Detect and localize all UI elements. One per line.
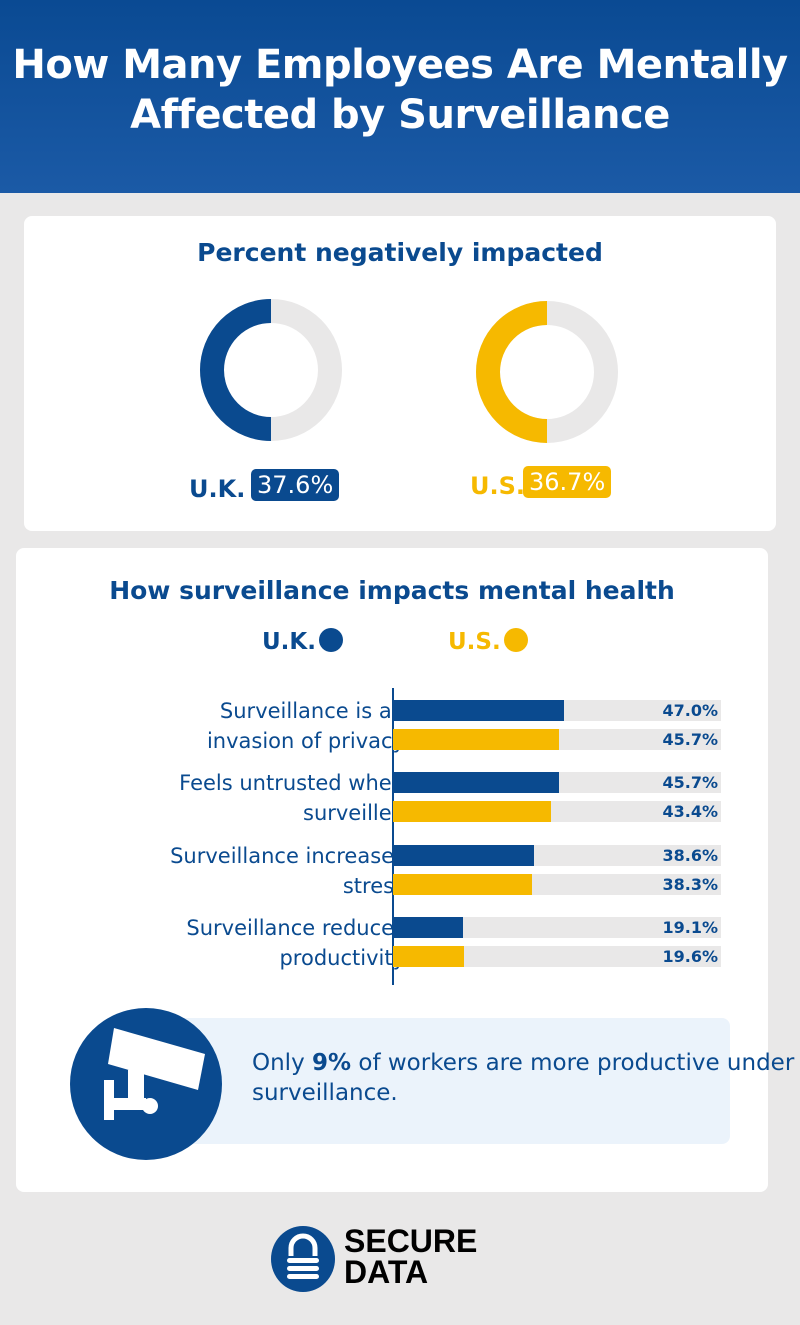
us-value-badge: 36.7% xyxy=(523,466,612,498)
uk-bar xyxy=(393,700,565,721)
us-bar xyxy=(393,874,533,895)
legend-us: U.S. xyxy=(448,628,528,655)
uk-bar xyxy=(393,772,560,793)
us-donut xyxy=(476,301,618,443)
legend-uk: U.K. xyxy=(262,628,343,655)
uk-bar xyxy=(393,845,534,866)
category-label: Feels untrusted when surveilled xyxy=(145,768,405,828)
bar-track: 43.4% xyxy=(393,801,721,822)
uk-label: U.K. xyxy=(189,475,246,503)
bar-track: 45.7% xyxy=(393,729,721,750)
data-label: 47.0% xyxy=(662,701,718,720)
header-banner: How Many Employees Are Mentally Affected… xyxy=(0,0,800,193)
data-label: 19.1% xyxy=(662,918,718,937)
data-label: 38.3% xyxy=(662,875,718,894)
chart-title: How surveillance impacts mental health xyxy=(109,576,675,605)
legend-us-dot xyxy=(503,628,528,652)
callout-box xyxy=(170,1018,730,1144)
security-camera-icon xyxy=(70,1008,222,1160)
data-label: 43.4% xyxy=(662,802,718,821)
category-label: Surveillance increases stress xyxy=(145,841,405,901)
category-label-line: invasion of privacy xyxy=(206,729,405,753)
data-label: 38.6% xyxy=(662,846,718,865)
donut-card: Percent negatively impacted xyxy=(24,216,776,531)
callout-suffix: of workers are more productive under sur… xyxy=(252,1050,795,1106)
callout-prefix: Only xyxy=(252,1050,312,1076)
category-label-line: Surveillance increases xyxy=(170,844,405,868)
category-label-line: Feels untrusted when xyxy=(179,771,405,795)
bar-track: 45.7% xyxy=(393,772,721,793)
callout-highlight: 9% xyxy=(312,1050,352,1076)
donut-fill xyxy=(200,299,272,441)
category-label-line: productivity xyxy=(279,946,405,970)
category-label: Surveillance reduces productivity xyxy=(145,913,405,973)
logo-text: SECURE DATA xyxy=(344,1223,478,1290)
legend-us-label: U.S. xyxy=(448,629,501,655)
data-label: 45.7% xyxy=(662,730,718,749)
category-label-line: stress xyxy=(342,874,405,898)
data-label: 19.6% xyxy=(662,947,718,966)
bar-track: 38.3% xyxy=(393,874,721,895)
us-bar xyxy=(393,801,551,822)
bar-track: 19.1% xyxy=(393,917,721,938)
donut-section-title: Percent negatively impacted xyxy=(197,238,603,267)
callout-text: Only 9% of workers are more productive u… xyxy=(252,1048,800,1108)
category-label: Surveillance is an invasion of privacy xyxy=(145,696,405,756)
padlock-icon xyxy=(271,1226,335,1292)
bar-track: 19.6% xyxy=(393,946,721,967)
y-axis-line xyxy=(392,688,394,985)
legend-uk-dot xyxy=(318,628,343,652)
category-label-line: surveilled xyxy=(303,801,405,825)
uk-value-badge: 37.6% xyxy=(251,469,340,501)
bar-track: 38.6% xyxy=(393,845,721,866)
uk-donut xyxy=(200,299,342,441)
bar-track: 47.0% xyxy=(393,700,721,721)
us-label: U.S. xyxy=(470,472,526,500)
logo-line2: DATA xyxy=(344,1254,429,1290)
logo-line1: SECURE xyxy=(344,1223,478,1259)
us-bar xyxy=(393,729,560,750)
legend-uk-label: U.K. xyxy=(262,629,316,655)
uk-bar xyxy=(393,917,463,938)
category-label-line: Surveillance reduces xyxy=(186,916,405,940)
donut-fill xyxy=(476,301,548,443)
us-bar xyxy=(393,946,465,967)
data-label: 45.7% xyxy=(662,773,718,792)
page-title: How Many Employees Are Mentally Affected… xyxy=(12,42,788,138)
category-label-line: Surveillance is an xyxy=(219,699,405,723)
